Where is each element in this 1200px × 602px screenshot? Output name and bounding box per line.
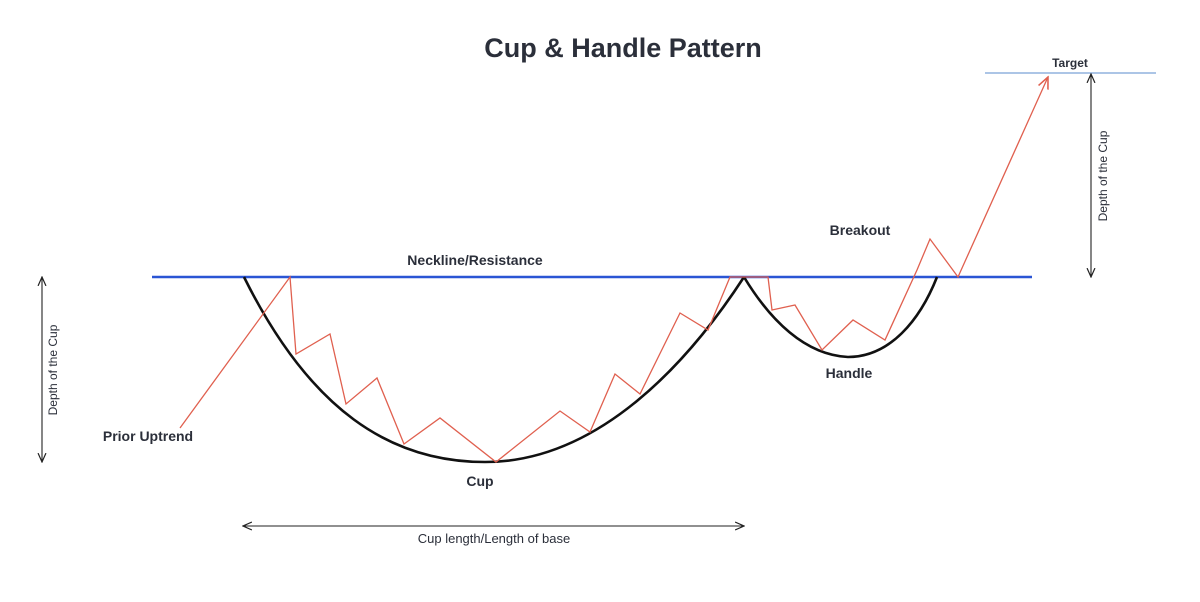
depth-label-right: Depth of the Cup: [1096, 130, 1110, 221]
neckline-label: Neckline/Resistance: [407, 252, 543, 268]
price-action-line: [179, 77, 1048, 463]
handle-curve: [742, 276, 939, 359]
diagram-title: Cup & Handle Pattern: [484, 33, 762, 63]
target-label: Target: [1052, 56, 1088, 70]
prior-uptrend-label: Prior Uptrend: [103, 428, 193, 444]
cup-curve: [242, 276, 746, 464]
handle-label: Handle: [826, 365, 873, 381]
breakout-label: Breakout: [830, 222, 891, 238]
cup-length-label: Cup length/Length of base: [418, 531, 571, 546]
cup-label: Cup: [466, 473, 493, 489]
depth-label-left: Depth of the Cup: [46, 324, 60, 415]
